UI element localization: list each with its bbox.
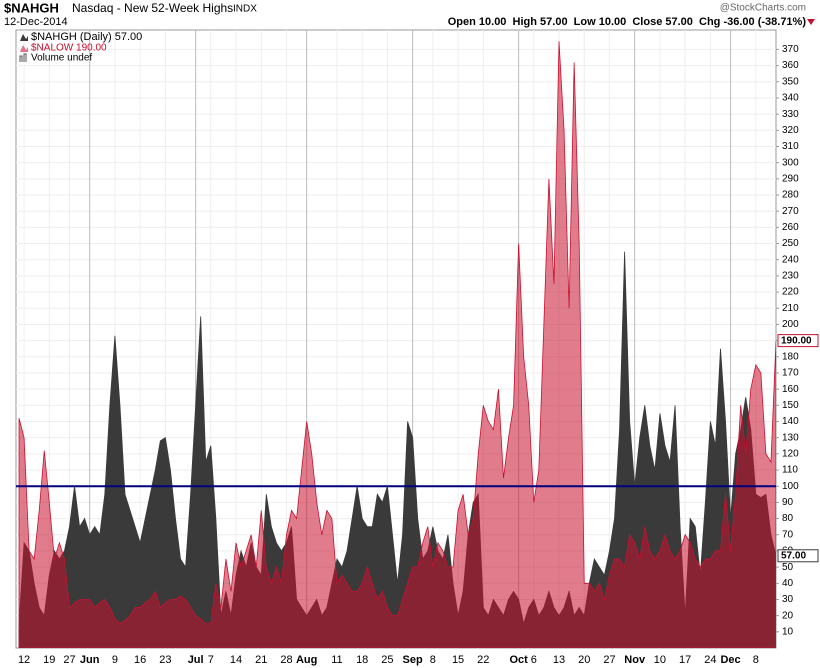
y-tick-label: 300	[782, 157, 799, 168]
legend-icon	[20, 34, 28, 41]
y-tick-label: 130	[782, 432, 799, 443]
x-tick-label: 7	[208, 654, 214, 666]
y-tick-label: 210	[782, 303, 799, 314]
x-tick-label: 28	[280, 654, 292, 666]
y-tick-label: 200	[782, 319, 799, 330]
legend-icon	[20, 45, 28, 52]
y-tick-label: 70	[782, 529, 794, 540]
down-arrow	[807, 19, 815, 25]
y-tick-label: 150	[782, 400, 799, 411]
y-tick-label: 290	[782, 173, 799, 184]
legend-entry: $NAHGH (Daily) 57.00	[31, 31, 142, 43]
x-tick-label: 8	[430, 654, 436, 666]
x-tick-label: 22	[477, 654, 489, 666]
chart-title: $NAHGH	[4, 0, 59, 15]
x-tick-label: 27	[63, 654, 75, 666]
y-tick-label: 160	[782, 384, 799, 395]
y-tick-label: 90	[782, 497, 794, 508]
x-tick-label: Nov	[624, 654, 646, 666]
y-tick-label: 100	[782, 481, 799, 492]
x-tick-label: 14	[230, 654, 242, 666]
y-tick-label: 360	[782, 60, 799, 71]
area	[18, 41, 776, 648]
x-tick-label: Dec	[720, 654, 740, 666]
y-tick-label: 40	[782, 578, 794, 589]
area	[18, 251, 776, 648]
x-tick-label: 24	[704, 654, 716, 666]
legend: $NAHGH (Daily) 57.00 $NALOW 190.00 Volum…	[19, 31, 142, 64]
y-tick-label: 170	[782, 368, 799, 379]
y-tick-label: 270	[782, 206, 799, 217]
y-tick-label: 260	[782, 222, 799, 233]
x-tick-label: 17	[679, 654, 691, 666]
x-tick-label: 15	[452, 654, 464, 666]
y-tick-label: 180	[782, 351, 799, 362]
y-tick-label: 30	[782, 594, 794, 605]
x-tick-label: 27	[603, 654, 615, 666]
y-tick-label: 220	[782, 287, 799, 298]
date: 12-Dec-2014	[4, 16, 68, 28]
y-tick-label: 140	[782, 416, 799, 427]
y-tick-label: 310	[782, 141, 799, 152]
legend-entry: $NALOW 190.00	[31, 43, 107, 54]
source: @StockCharts.com	[720, 3, 806, 14]
legend-entry: Volume undef	[31, 53, 92, 64]
y-tick-label: 350	[782, 76, 799, 87]
x-tick-label: Jun	[80, 654, 100, 666]
y-tick-label: 370	[782, 44, 799, 55]
x-tick-label: 25	[381, 654, 393, 666]
y-tick-label: 330	[782, 109, 799, 120]
x-tick-label: 16	[134, 654, 146, 666]
y-tick-label: 50	[782, 562, 794, 573]
x-tick-label: 9	[112, 654, 118, 666]
exchange: INDX	[233, 4, 257, 15]
price-tag	[777, 549, 819, 563]
y-tick-label: 80	[782, 513, 794, 524]
x-tick-label: 12	[18, 654, 30, 666]
y-tick-label: 20	[782, 610, 794, 621]
y-tick-label: 340	[782, 93, 799, 104]
y-tick-label: 250	[782, 238, 799, 249]
y-tick-label: 320	[782, 125, 799, 136]
x-tick-label: Sep	[403, 654, 423, 666]
price-tag-label: 57.00	[781, 550, 806, 561]
x-tick-label: Jul	[188, 654, 204, 666]
y-tick-label: 280	[782, 190, 799, 201]
price-tag-label: 190.00	[781, 335, 812, 346]
y-tick-label: 10	[782, 626, 794, 637]
x-tick-label: 11	[331, 654, 342, 666]
y-tick-label: 230	[782, 271, 799, 282]
x-tick-label: 18	[356, 654, 368, 666]
price-tag	[777, 334, 819, 348]
y-tick-label: 110	[782, 465, 798, 476]
y-tick-label: 240	[782, 254, 799, 265]
quote: Open 10.00 High 57.00 Low 10.00 Close 57…	[448, 16, 807, 28]
x-tick-label: 20	[578, 654, 590, 666]
x-tick-label: 21	[255, 654, 267, 666]
chart-subtitle: Nasdaq - New 52-Week Highs	[72, 1, 233, 15]
x-tick-label: Aug	[296, 654, 317, 666]
x-tick-label: 10	[654, 654, 666, 666]
x-tick-label: 23	[159, 654, 171, 666]
x-tick-label: 6	[531, 654, 537, 666]
x-tick-label: Oct	[509, 654, 528, 666]
areas	[18, 41, 776, 648]
y-tick-label: 120	[782, 449, 799, 460]
x-tick-label: 13	[553, 654, 565, 666]
x-tick-label: 8	[753, 654, 759, 666]
legend-icon	[19, 53, 27, 62]
x-tick-label: 19	[43, 654, 55, 666]
